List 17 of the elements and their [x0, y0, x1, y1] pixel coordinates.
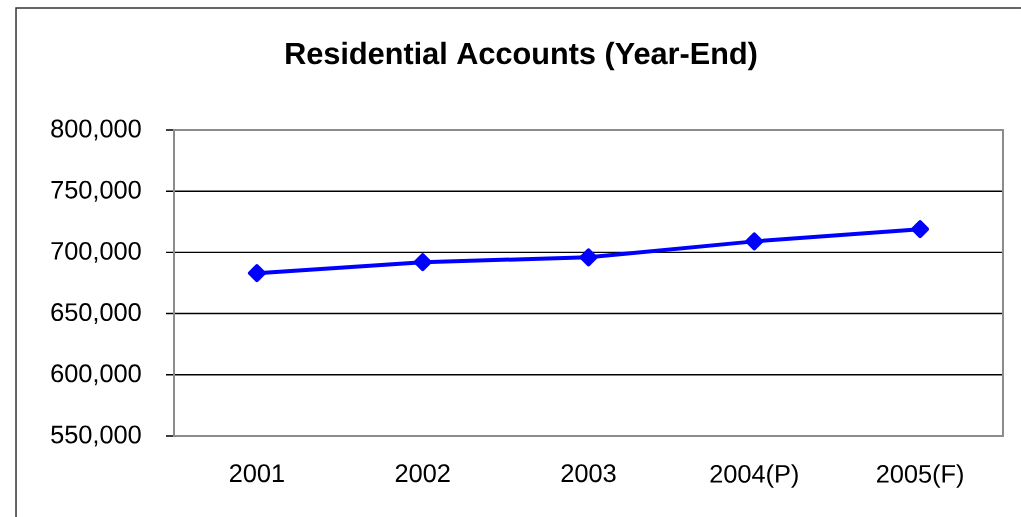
- point: [413, 253, 432, 272]
- x-tick-label: 2003: [561, 464, 616, 483]
- x-tick-label: 2002: [395, 464, 450, 483]
- x-tick-label: 2005(F): [877, 464, 963, 488]
- y-tick-label: 600,000: [51, 364, 141, 386]
- point: [745, 232, 764, 251]
- y-tick-label: 650,000: [51, 303, 141, 325]
- x-tick-label: 2001: [230, 464, 284, 483]
- y-tick-label: 700,000: [51, 241, 141, 263]
- point: [247, 264, 266, 283]
- x-tick-label: 2004(P): [710, 464, 798, 488]
- point: [911, 220, 930, 239]
- point: [579, 248, 598, 267]
- y-tick-label: 750,000: [51, 180, 141, 202]
- y-tick-label: 550,000: [51, 425, 141, 447]
- chart-title: Residential Accounts (Year-End): [286, 41, 757, 71]
- y-tick-label: 800,000: [51, 119, 141, 141]
